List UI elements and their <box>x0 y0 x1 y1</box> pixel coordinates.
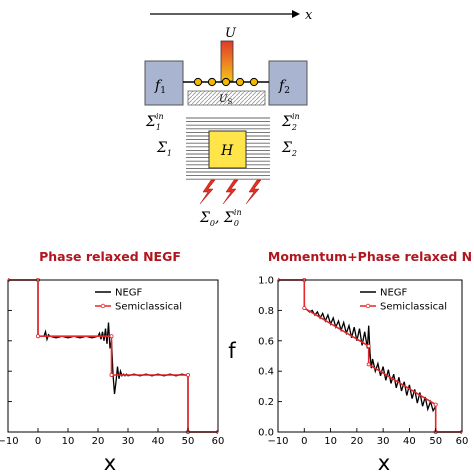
contact-left-label: f <box>154 78 163 94</box>
x-tick-label: 60 <box>212 436 225 447</box>
chart-panel: Phase relaxed NEGF −10 0 10 20 30 40 50 60 x NEGF S… <box>0 249 224 474</box>
x-tick-label: 40 <box>403 436 416 447</box>
chart-panel: Momentum+Phase relaxed N −10 0 10 20 30 40 50 60… <box>228 249 472 474</box>
lattice-site-dot <box>193 77 203 87</box>
chart-title: Momentum+Phase relaxed N <box>268 249 472 264</box>
lattice-site-dot <box>207 77 217 87</box>
x-tick-label: 40 <box>152 436 165 447</box>
series-marker <box>109 372 114 377</box>
x-axis-label: x <box>378 451 390 474</box>
x-tick-label: 50 <box>182 436 195 447</box>
legend-marker <box>365 303 371 309</box>
lattice-site-dot <box>249 77 259 87</box>
y-tick-label: 1.0 <box>258 276 274 287</box>
y-tick-label: 0.2 <box>258 397 274 408</box>
contact-right-sub: 2 <box>284 86 290 96</box>
x-tick-label: 0 <box>301 436 307 447</box>
scatter-sub: S <box>227 98 232 106</box>
schematic: x U f1 f2 US H Σ1in Σ2in Σ1 Σ2 <box>144 8 313 228</box>
contact-right-label: f <box>278 78 287 94</box>
sigma-0-sep: , Σ <box>215 210 234 226</box>
hamiltonian-label: H <box>220 143 234 159</box>
potential-label: U <box>225 26 237 41</box>
contact-right <box>268 60 308 106</box>
svg-text:Σ1: Σ1 <box>156 140 172 158</box>
x-tick-label: 30 <box>122 436 135 447</box>
lightning-icon <box>222 179 239 205</box>
svg-text:Σ2: Σ2 <box>281 140 297 158</box>
series-line-semiclassical <box>278 279 462 433</box>
contact-left <box>144 60 184 106</box>
series-line-semiclassical <box>8 279 218 433</box>
chart-title: Phase relaxed NEGF <box>39 249 181 264</box>
sigma-0-in-sup: in <box>234 208 242 217</box>
y-tick-label: 0.4 <box>258 367 274 378</box>
x-tick-label: 10 <box>324 436 337 447</box>
x-tick-label: 30 <box>377 436 390 447</box>
y-tick-label: 0.6 <box>258 336 274 347</box>
lattice-sites <box>193 77 259 87</box>
plot-frame <box>277 279 463 433</box>
svg-text:f2: f2 <box>278 78 290 96</box>
series-marker <box>433 402 438 407</box>
svg-text:US: US <box>219 94 232 106</box>
sigma-in-1-sup: in <box>156 112 164 121</box>
series-marker <box>366 344 371 349</box>
x-tick-label: 0 <box>35 436 41 447</box>
sigma-1: Σ <box>156 140 167 156</box>
x-tick-label: −10 <box>267 436 288 447</box>
scatter-region <box>187 90 266 106</box>
svg-text:Σ0, Σ0in: Σ0, Σ0in <box>199 208 242 228</box>
svg-text:f1: f1 <box>154 78 166 96</box>
lattice-site-dot <box>221 77 231 87</box>
series-marker <box>36 334 41 339</box>
legend-label: Semiclassical <box>380 302 447 313</box>
sigma-1-sub: 1 <box>167 149 172 158</box>
sigma-0-in-sub: 0 <box>234 219 239 228</box>
x-tick-label: 10 <box>62 436 75 447</box>
x-tick-label: 20 <box>350 436 363 447</box>
plot-frame <box>7 279 219 433</box>
legend-label: NEGF <box>380 288 408 299</box>
series-marker <box>109 334 114 339</box>
series-marker <box>366 362 371 367</box>
y-tick-label: 0.8 <box>258 306 274 317</box>
sigma-in-1-sub: 1 <box>156 123 161 132</box>
series-line-negf <box>8 279 218 433</box>
lattice-site-dot <box>235 77 245 87</box>
sigma-in-2-sup: in <box>292 112 300 121</box>
legend-label: Semiclassical <box>115 302 182 313</box>
axis-x-label: x <box>305 8 313 23</box>
y-tick-label: 0.0 <box>258 428 274 439</box>
sigma-2: Σ <box>281 140 292 156</box>
charts: Phase relaxed NEGF −10 0 10 20 30 40 50 60 x NEGF S… <box>0 249 472 474</box>
arrow-head-icon <box>292 10 300 18</box>
sigma-in-2-sub: 2 <box>291 123 297 132</box>
lightning-icon <box>199 179 216 205</box>
x-tick-label: 20 <box>92 436 105 447</box>
x-tick-label: 50 <box>429 436 442 447</box>
x-tick-label: 60 <box>456 436 469 447</box>
potential-barrier <box>220 40 234 82</box>
legend-label: NEGF <box>115 288 143 299</box>
series-marker <box>185 372 190 377</box>
sigma-2-sub: 2 <box>291 149 297 158</box>
contact-left-sub: 1 <box>160 86 166 96</box>
svg-text:Σ1in: Σ1 in <box>145 112 164 132</box>
y-axis-label: f <box>228 339 236 363</box>
hamiltonian-box <box>208 130 247 169</box>
sigma-in-2: Σ <box>281 114 292 130</box>
sigma-0: Σ <box>199 210 210 226</box>
x-axis-label: x <box>104 451 116 474</box>
lightning-icons <box>199 179 262 205</box>
legend-marker <box>100 303 106 309</box>
x-tick-label: −10 <box>0 436 19 447</box>
svg-text:Σ2in: Σ2 in <box>281 112 300 132</box>
scatter-label: U <box>219 94 228 105</box>
series-marker <box>302 306 307 311</box>
sigma-0-sub: 0 <box>210 219 215 228</box>
sigma-in-1: Σ <box>145 114 156 130</box>
lightning-icon <box>245 179 262 205</box>
